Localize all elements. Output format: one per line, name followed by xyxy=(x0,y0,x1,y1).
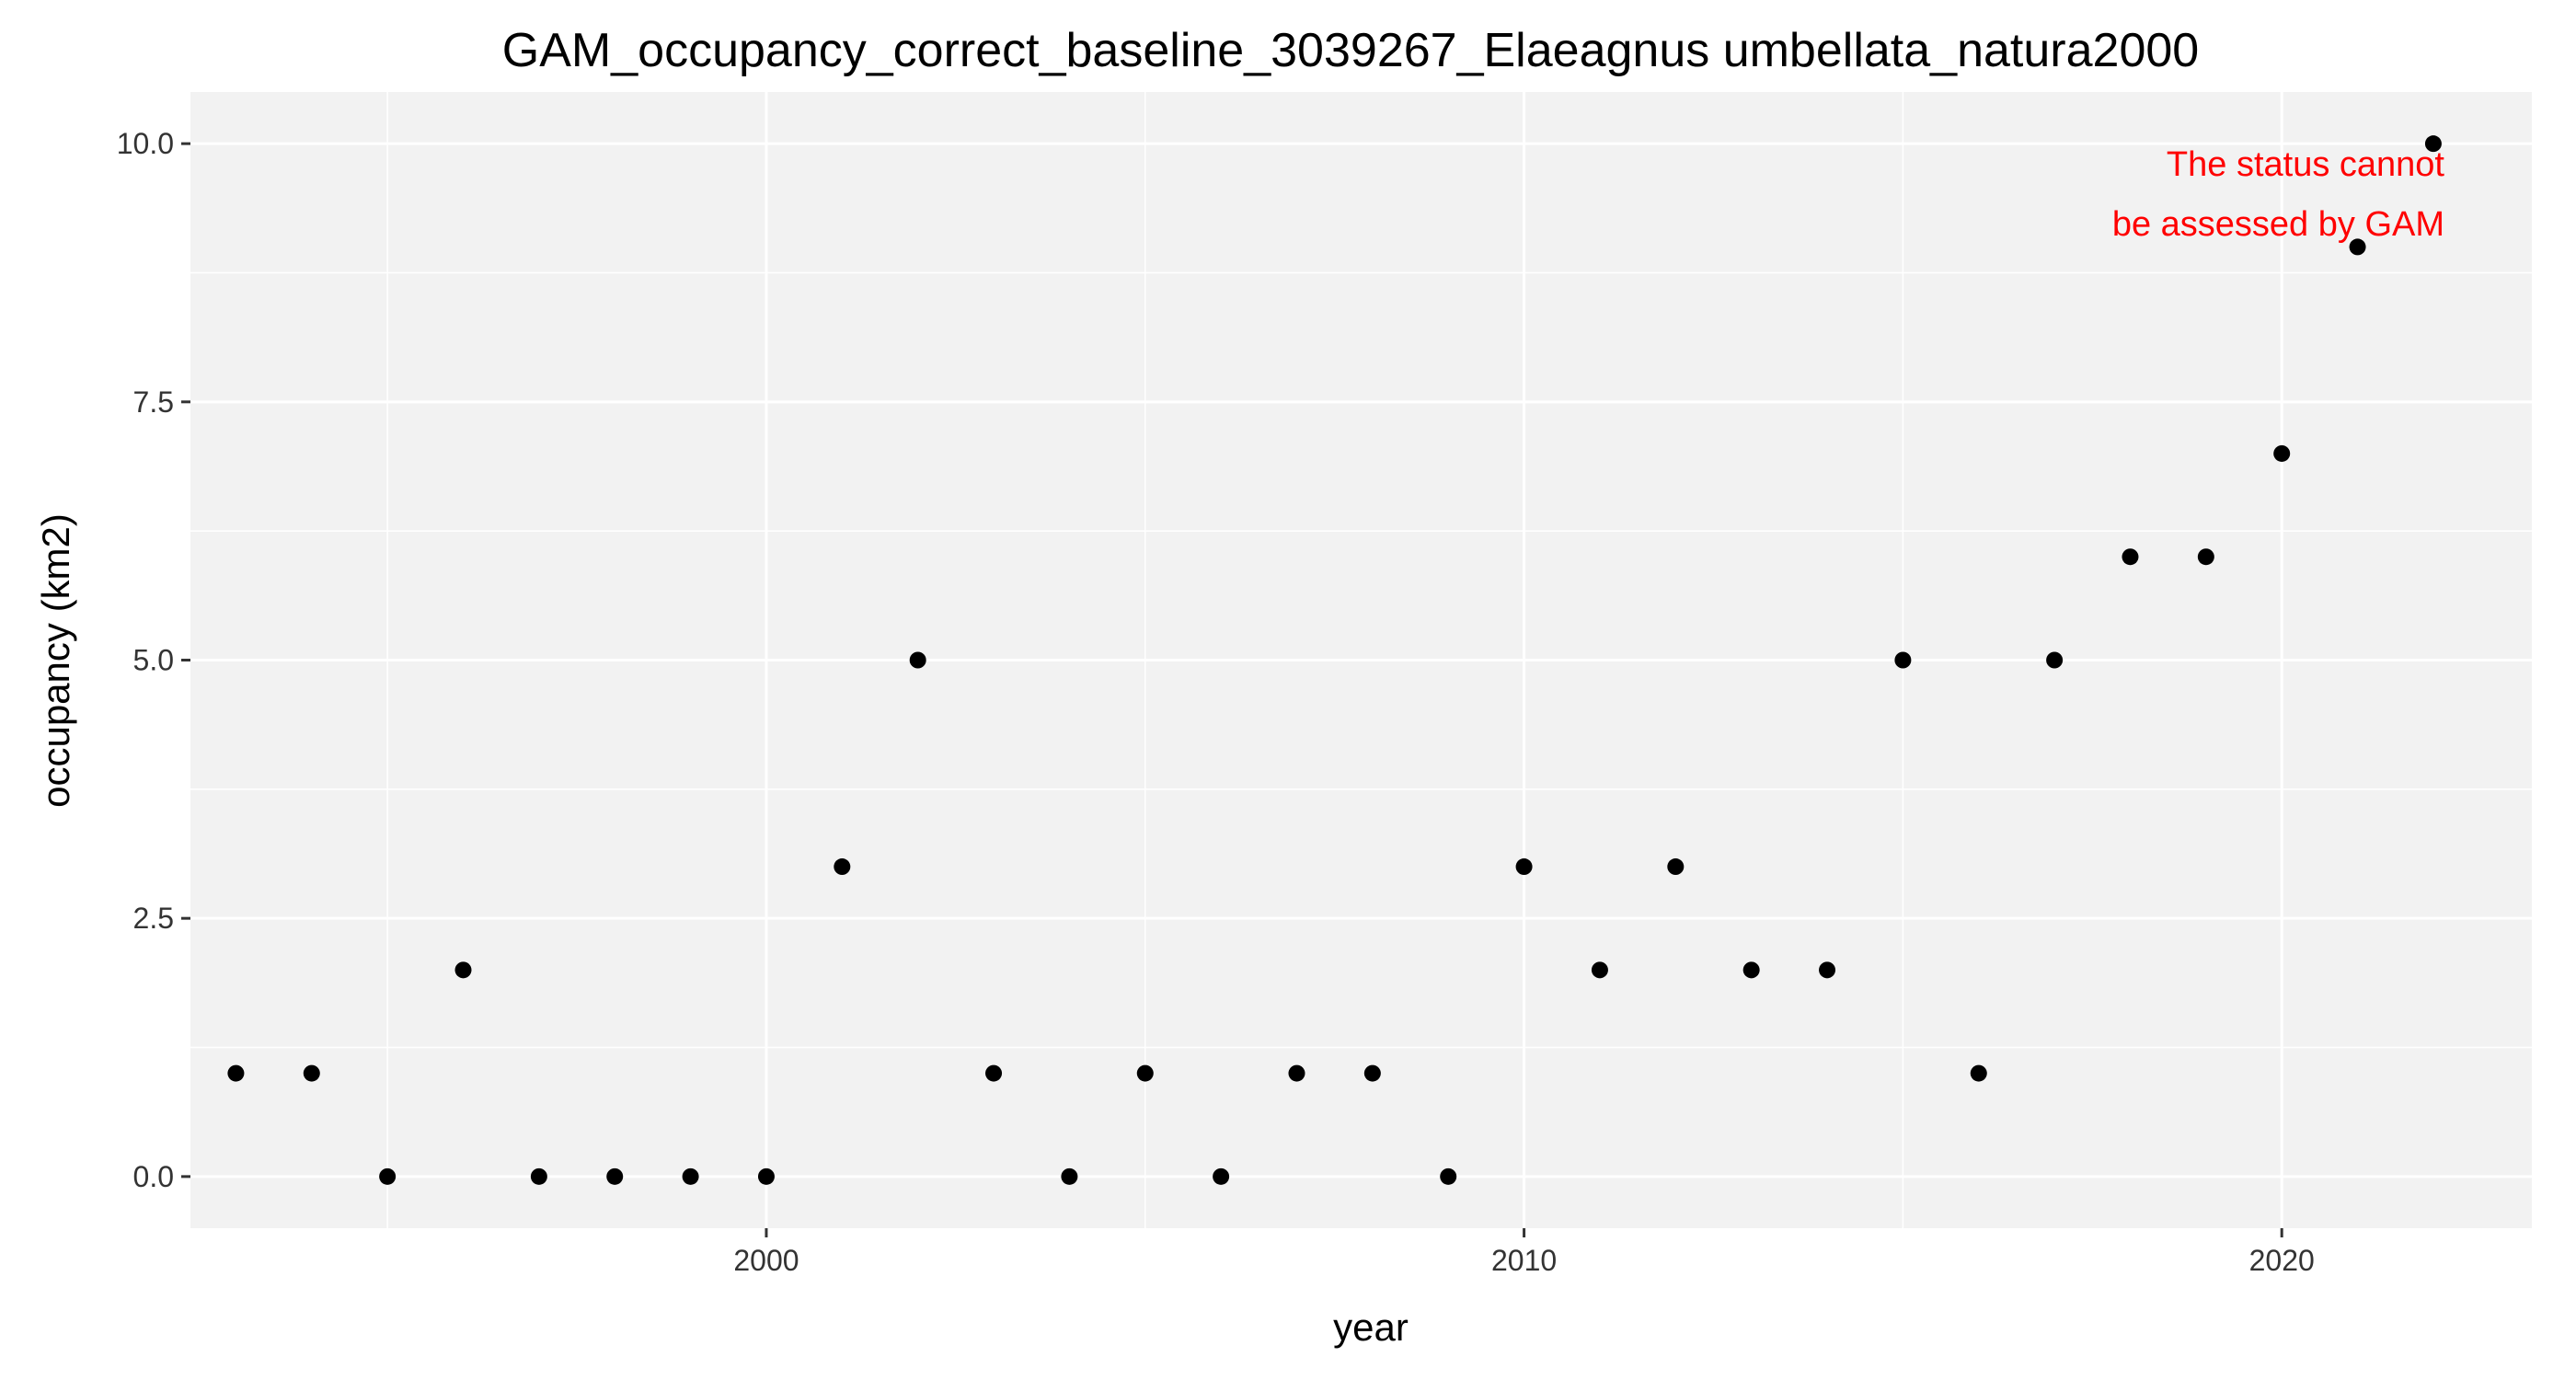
data-point xyxy=(454,961,472,979)
data-point xyxy=(2046,651,2064,669)
data-point xyxy=(1363,1064,1381,1082)
y-tick-label: 5.0 xyxy=(133,644,174,677)
x-axis-label: year xyxy=(1333,1305,1409,1349)
y-axis-label: occupancy (km2) xyxy=(34,513,77,808)
annotation-line: be assessed by GAM xyxy=(2112,205,2444,244)
data-point xyxy=(985,1064,1003,1082)
data-point xyxy=(1819,961,1836,979)
data-point xyxy=(2424,135,2442,153)
data-point xyxy=(227,1064,245,1082)
y-tick-label: 7.5 xyxy=(133,385,174,419)
x-tick-label: 2010 xyxy=(1491,1244,1557,1277)
data-point xyxy=(379,1167,397,1185)
data-point xyxy=(2122,548,2139,566)
y-tick-label: 0.0 xyxy=(133,1160,174,1193)
data-point xyxy=(1970,1064,1987,1082)
data-point xyxy=(1440,1167,1457,1185)
data-point xyxy=(1667,858,1685,876)
data-point xyxy=(2349,238,2366,256)
data-point xyxy=(1288,1064,1305,1082)
data-point xyxy=(606,1167,624,1185)
x-axis: 2000 2010 2020 xyxy=(733,1228,2315,1277)
data-points xyxy=(227,135,2442,1185)
y-axis: 0.0 2.5 5.0 7.5 10.0 xyxy=(117,127,190,1193)
x-tick-label: 2020 xyxy=(2249,1244,2315,1277)
chart-title: GAM_occupancy_correct_baseline_3039267_E… xyxy=(502,24,2199,77)
data-point xyxy=(1061,1167,1078,1185)
x-tick-label: 2000 xyxy=(733,1244,799,1277)
data-point xyxy=(530,1167,547,1185)
data-point xyxy=(2273,444,2291,462)
data-point xyxy=(909,651,926,669)
data-point xyxy=(1894,651,1912,669)
y-tick-label: 10.0 xyxy=(117,127,174,160)
grid-major xyxy=(190,92,2532,1228)
annotation: The status cannot be assessed by GAM xyxy=(2112,145,2445,244)
data-point xyxy=(303,1064,320,1082)
data-point xyxy=(757,1167,775,1185)
data-point xyxy=(1515,858,1533,876)
data-point xyxy=(1742,961,1760,979)
annotation-line: The status cannot xyxy=(2167,145,2445,184)
data-point xyxy=(1136,1064,1154,1082)
data-point xyxy=(1591,961,1608,979)
data-point xyxy=(682,1167,699,1185)
data-point xyxy=(1213,1167,1230,1185)
data-point xyxy=(2197,548,2214,566)
data-point xyxy=(834,858,851,876)
y-tick-label: 2.5 xyxy=(133,902,174,935)
